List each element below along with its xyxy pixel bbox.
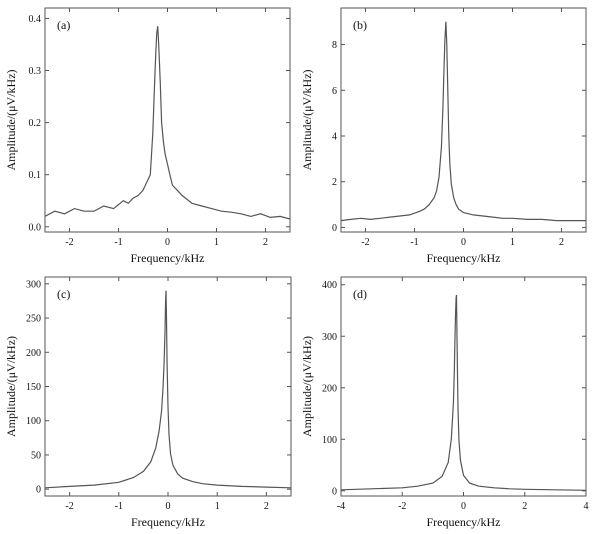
y-tick-label: 100 — [322, 435, 337, 446]
plot-frame — [340, 276, 587, 497]
y-tick-label: 100 — [26, 416, 41, 427]
x-tick-label: 2 — [522, 501, 527, 512]
panel-label: (c) — [57, 287, 70, 301]
y-tick-label: 0 — [332, 223, 337, 234]
y-tick-label: 2 — [332, 177, 337, 188]
x-tick-label: -2 — [361, 237, 369, 248]
y-tick-label: 0.3 — [29, 66, 42, 77]
x-tick-label: 1 — [215, 501, 220, 512]
x-axis-label: Frequency/kHz — [131, 515, 205, 529]
x-tick-label: 1 — [214, 237, 219, 248]
plot-frame — [340, 7, 587, 233]
y-tick-label: 150 — [26, 382, 41, 393]
x-tick-label: 2 — [263, 237, 268, 248]
y-axis-label: Amplitude/(μV/kHz) — [300, 69, 314, 170]
plot-frame — [44, 7, 291, 233]
y-axis-label: Amplitude/(μV/kHz) — [4, 336, 18, 437]
chart-panel-b: -2 -1 0 1 2 0 2 4 6 8 (b) Frequency/kHz Amplitude/(μ… — [300, 7, 587, 265]
x-axis-label: Frequency/kHz — [427, 251, 501, 265]
y-tick-label: 0.4 — [29, 14, 42, 25]
y-tick-label: 8 — [332, 40, 337, 51]
chart-panel-a: -2 -1 0 1 2 0.0 0.1 0.2 0.3 0.4 (a) Frequency/kHz Am… — [4, 7, 291, 265]
y-axis-label: Amplitude/(μV/kHz) — [4, 69, 18, 170]
x-tick-label: 0 — [461, 237, 466, 248]
panel-label: (a) — [57, 18, 70, 32]
y-tick-label: 0.0 — [29, 222, 42, 233]
x-tick-label: 2 — [264, 501, 269, 512]
y-tick-label: 4 — [332, 132, 337, 143]
x-tick-label: -2 — [65, 237, 73, 248]
y-tick-label: 300 — [322, 332, 337, 343]
x-tick-label: -1 — [115, 501, 123, 512]
x-tick-label: 2 — [559, 237, 564, 248]
y-tick-label: 200 — [26, 348, 41, 359]
x-tick-label: 4 — [584, 501, 589, 512]
y-tick-label: 0 — [332, 486, 337, 497]
y-tick-label: 400 — [322, 280, 337, 291]
series-line — [44, 290, 292, 489]
y-tick-label: 0.1 — [29, 170, 42, 181]
x-tick-label: -1 — [410, 237, 418, 248]
y-tick-label: 6 — [332, 86, 337, 97]
y-tick-label: 250 — [26, 314, 41, 325]
y-tick-label: 0.2 — [29, 118, 42, 129]
y-tick-label: 50 — [31, 450, 41, 461]
chart-panel-c: -2 -1 0 1 2 0 50 100 150 200 250 300 (c) Frequency/kH… — [4, 276, 292, 529]
series-line — [44, 26, 291, 220]
y-tick-label: 0 — [36, 485, 41, 496]
series-line — [340, 21, 586, 222]
x-tick-label: -2 — [398, 501, 406, 512]
x-tick-label: -4 — [337, 501, 345, 512]
chart-panel-d: -4 -2 0 2 4 0 100 200 300 400 (d) Frequency/kHz Ampl… — [300, 276, 589, 529]
series-line — [340, 294, 587, 491]
x-axis-label: Frequency/kHz — [427, 515, 501, 529]
y-tick-label: 300 — [26, 279, 41, 290]
x-tick-label: -2 — [65, 501, 73, 512]
x-tick-label: 0 — [165, 237, 170, 248]
y-axis-label: Amplitude/(μV/kHz) — [300, 336, 314, 437]
x-tick-label: 0 — [166, 501, 171, 512]
y-tick-label: 200 — [322, 383, 337, 394]
panel-label: (b) — [353, 18, 367, 32]
x-tick-label: 1 — [510, 237, 515, 248]
x-tick-label: 0 — [461, 501, 466, 512]
x-axis-label: Frequency/kHz — [131, 251, 205, 265]
x-tick-label: -1 — [114, 237, 122, 248]
panel-label: (d) — [353, 287, 367, 301]
